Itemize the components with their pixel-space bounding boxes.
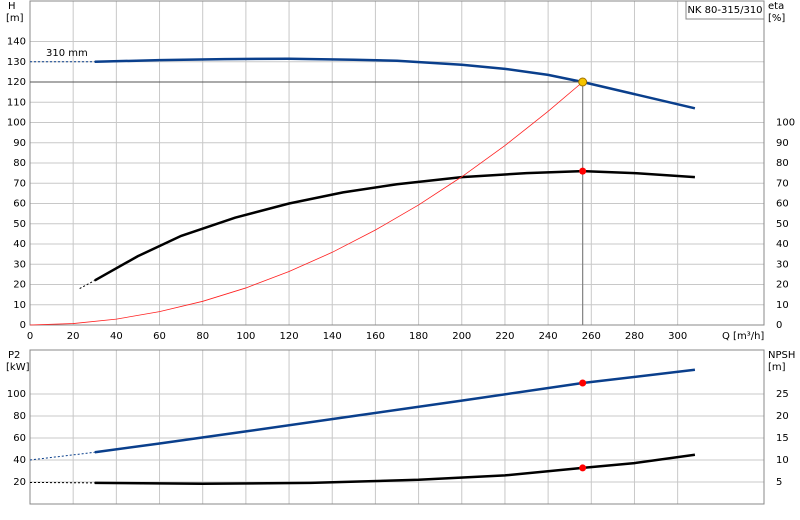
y2-axis-unit: [%] xyxy=(768,13,785,24)
y-tick-label: 60 xyxy=(13,433,26,444)
curve xyxy=(94,169,696,282)
x-axis-title: Q [m³/h] xyxy=(722,331,764,342)
curve xyxy=(79,280,96,289)
x-tick-label: 0 xyxy=(27,331,33,342)
x-tick-label: 260 xyxy=(582,331,601,342)
y2-tick-label: 100 xyxy=(776,118,795,129)
y-tick-label: 80 xyxy=(13,158,26,169)
y-axis-title: P2 xyxy=(8,350,20,361)
curve xyxy=(94,368,696,454)
y-tick-label: 100 xyxy=(7,389,26,400)
y-tick-label: 140 xyxy=(7,37,26,48)
operating-point xyxy=(579,464,587,472)
y-tick-label: 60 xyxy=(13,199,26,210)
curve xyxy=(29,451,95,461)
y-tick-label: 20 xyxy=(13,477,26,488)
plot-frame xyxy=(29,0,765,326)
y2-tick-label: 15 xyxy=(776,433,789,444)
plot-frame xyxy=(29,349,765,505)
y2-tick-label: 0 xyxy=(776,320,782,331)
y-tick-label: 130 xyxy=(7,57,26,68)
annotation: 310 mm xyxy=(46,48,88,59)
y-axis-unit: [kW] xyxy=(6,362,30,373)
x-tick-label: 280 xyxy=(625,331,644,342)
curve xyxy=(94,57,696,110)
y2-tick-label: 25 xyxy=(776,389,789,400)
y-tick-label: 80 xyxy=(13,411,26,422)
y2-tick-label: 20 xyxy=(776,280,789,291)
x-tick-label: 120 xyxy=(280,331,299,342)
x-tick-label: 160 xyxy=(366,331,385,342)
x-tick-label: 80 xyxy=(196,331,209,342)
y2-axis-unit: [m] xyxy=(768,362,786,373)
y-tick-label: 50 xyxy=(13,219,26,230)
y2-tick-label: 10 xyxy=(776,300,789,311)
y2-tick-label: 80 xyxy=(776,158,789,169)
curve xyxy=(29,81,583,326)
y-tick-label: 40 xyxy=(13,239,26,250)
y2-tick-label: 30 xyxy=(776,259,789,270)
y-tick-label: 0 xyxy=(20,320,26,331)
y-tick-label: 40 xyxy=(13,455,26,466)
x-tick-label: 240 xyxy=(539,331,558,342)
operating-point xyxy=(578,77,588,87)
y-tick-label: 20 xyxy=(13,280,26,291)
operating-point xyxy=(579,379,587,387)
y2-tick-label: 60 xyxy=(776,199,789,210)
curve xyxy=(94,453,696,486)
y2-axis-title: eta xyxy=(768,1,784,12)
title-box xyxy=(685,0,765,20)
y-axis-unit: [m] xyxy=(6,13,24,24)
x-tick-label: 60 xyxy=(153,331,166,342)
y-tick-label: 120 xyxy=(7,77,26,88)
y2-tick-label: 90 xyxy=(776,138,789,149)
y-tick-label: 70 xyxy=(13,178,26,189)
chart-title: NK 80-315/310 xyxy=(687,5,762,16)
y2-tick-label: 40 xyxy=(776,239,789,250)
x-tick-label: 220 xyxy=(495,331,514,342)
y2-tick-label: 5 xyxy=(776,477,782,488)
y-tick-label: 90 xyxy=(13,138,26,149)
x-tick-label: 40 xyxy=(110,331,123,342)
x-tick-label: 300 xyxy=(668,331,687,342)
y-tick-label: 100 xyxy=(7,118,26,129)
y-tick-label: 110 xyxy=(7,97,26,108)
x-tick-label: 140 xyxy=(323,331,342,342)
y2-tick-label: 20 xyxy=(776,411,789,422)
x-tick-label: 180 xyxy=(409,331,428,342)
x-tick-label: 20 xyxy=(67,331,80,342)
y2-axis-title: NPSH xyxy=(768,350,795,361)
y2-tick-label: 70 xyxy=(776,178,789,189)
y2-tick-label: 50 xyxy=(776,219,789,230)
y-tick-label: 30 xyxy=(13,259,26,270)
y2-tick-label: 10 xyxy=(776,455,789,466)
y-tick-label: 10 xyxy=(13,300,26,311)
x-tick-label: 100 xyxy=(236,331,255,342)
x-tick-label: 200 xyxy=(452,331,471,342)
operating-point xyxy=(579,167,587,175)
y-axis-title: H xyxy=(8,1,16,12)
